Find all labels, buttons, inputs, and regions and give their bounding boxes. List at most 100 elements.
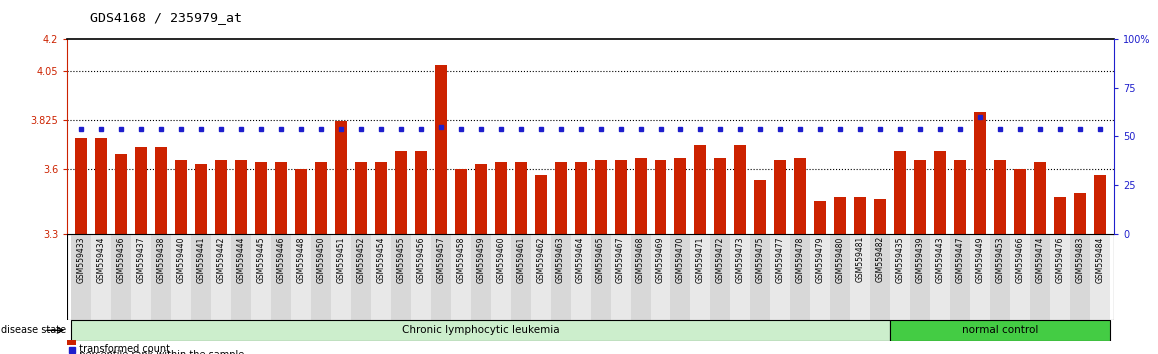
- Bar: [974, 113, 987, 234]
- Bar: [1010, 234, 1031, 320]
- Text: GSM559454: GSM559454: [376, 236, 386, 283]
- Bar: [1070, 234, 1090, 320]
- Text: GSM559447: GSM559447: [955, 236, 965, 283]
- Bar: [514, 162, 527, 234]
- Bar: [594, 160, 607, 234]
- Text: GSM559472: GSM559472: [716, 236, 725, 282]
- Bar: [75, 138, 87, 234]
- Text: Chronic lymphocytic leukemia: Chronic lymphocytic leukemia: [402, 325, 559, 335]
- Bar: [891, 320, 1111, 341]
- Bar: [511, 234, 530, 320]
- Text: GSM559465: GSM559465: [596, 236, 606, 283]
- Bar: [874, 199, 886, 234]
- Bar: [71, 320, 891, 341]
- Bar: [1054, 197, 1067, 234]
- Bar: [750, 234, 770, 320]
- Bar: [571, 234, 591, 320]
- Bar: [994, 160, 1006, 234]
- Bar: [67, 340, 76, 345]
- Text: GSM559460: GSM559460: [496, 236, 505, 283]
- Bar: [310, 234, 331, 320]
- Text: GSM559437: GSM559437: [137, 236, 146, 283]
- Text: GSM559449: GSM559449: [976, 236, 984, 283]
- Bar: [910, 234, 930, 320]
- Bar: [91, 234, 111, 320]
- Text: disease state: disease state: [1, 325, 66, 335]
- Text: GSM559474: GSM559474: [1035, 236, 1045, 283]
- Text: GSM559466: GSM559466: [1016, 236, 1025, 283]
- Text: GSM559455: GSM559455: [396, 236, 405, 283]
- Bar: [834, 197, 846, 234]
- Text: GSM559462: GSM559462: [536, 236, 545, 282]
- Bar: [591, 234, 610, 320]
- Bar: [271, 234, 291, 320]
- Bar: [574, 162, 587, 234]
- Text: GSM559464: GSM559464: [576, 236, 585, 283]
- Bar: [175, 160, 188, 234]
- Bar: [291, 234, 310, 320]
- Bar: [651, 234, 670, 320]
- Bar: [395, 152, 406, 234]
- Text: GSM559446: GSM559446: [277, 236, 285, 283]
- Bar: [894, 152, 907, 234]
- Bar: [674, 158, 687, 234]
- Bar: [855, 197, 866, 234]
- Text: GSM559444: GSM559444: [236, 236, 245, 283]
- Bar: [690, 234, 711, 320]
- Bar: [830, 234, 850, 320]
- Bar: [135, 147, 147, 234]
- Text: GSM559440: GSM559440: [176, 236, 185, 283]
- Bar: [1050, 234, 1070, 320]
- Bar: [850, 234, 871, 320]
- Text: GSM559475: GSM559475: [756, 236, 765, 283]
- Bar: [530, 234, 550, 320]
- Bar: [770, 234, 791, 320]
- Text: GSM559456: GSM559456: [416, 236, 425, 283]
- Bar: [871, 234, 891, 320]
- Bar: [335, 121, 347, 234]
- Bar: [775, 160, 786, 234]
- Text: GSM559453: GSM559453: [996, 236, 1005, 283]
- Text: GSM559463: GSM559463: [556, 236, 565, 283]
- Bar: [1031, 234, 1050, 320]
- Bar: [215, 160, 227, 234]
- Bar: [1094, 175, 1106, 234]
- Bar: [411, 234, 431, 320]
- Bar: [375, 162, 387, 234]
- Text: percentile rank within the sample: percentile rank within the sample: [73, 350, 244, 354]
- Bar: [195, 164, 207, 234]
- Bar: [550, 234, 571, 320]
- Text: GSM559450: GSM559450: [316, 236, 325, 283]
- Bar: [954, 160, 966, 234]
- Bar: [615, 160, 626, 234]
- Bar: [811, 234, 830, 320]
- Text: GSM559468: GSM559468: [636, 236, 645, 282]
- Text: GSM559476: GSM559476: [1056, 236, 1064, 283]
- Bar: [990, 234, 1010, 320]
- Bar: [155, 147, 167, 234]
- Bar: [450, 234, 470, 320]
- Text: GSM559451: GSM559451: [336, 236, 345, 282]
- Bar: [295, 169, 307, 234]
- Bar: [351, 234, 371, 320]
- Text: GSM559479: GSM559479: [816, 236, 824, 283]
- Bar: [1014, 169, 1026, 234]
- Bar: [935, 152, 946, 234]
- Bar: [111, 234, 131, 320]
- Text: GSM559470: GSM559470: [676, 236, 686, 283]
- Text: GDS4168 / 235979_at: GDS4168 / 235979_at: [90, 11, 242, 24]
- Text: GSM559471: GSM559471: [696, 236, 705, 282]
- Bar: [1073, 193, 1086, 234]
- Bar: [555, 162, 566, 234]
- Bar: [891, 234, 910, 320]
- Bar: [714, 158, 726, 234]
- Text: GSM559484: GSM559484: [1095, 236, 1105, 282]
- Bar: [970, 234, 990, 320]
- Text: GSM559482: GSM559482: [875, 236, 885, 282]
- Bar: [670, 234, 690, 320]
- Text: GSM559452: GSM559452: [357, 236, 365, 282]
- Text: GSM559438: GSM559438: [156, 236, 166, 282]
- Text: normal control: normal control: [962, 325, 1039, 335]
- Bar: [191, 234, 211, 320]
- Bar: [914, 160, 926, 234]
